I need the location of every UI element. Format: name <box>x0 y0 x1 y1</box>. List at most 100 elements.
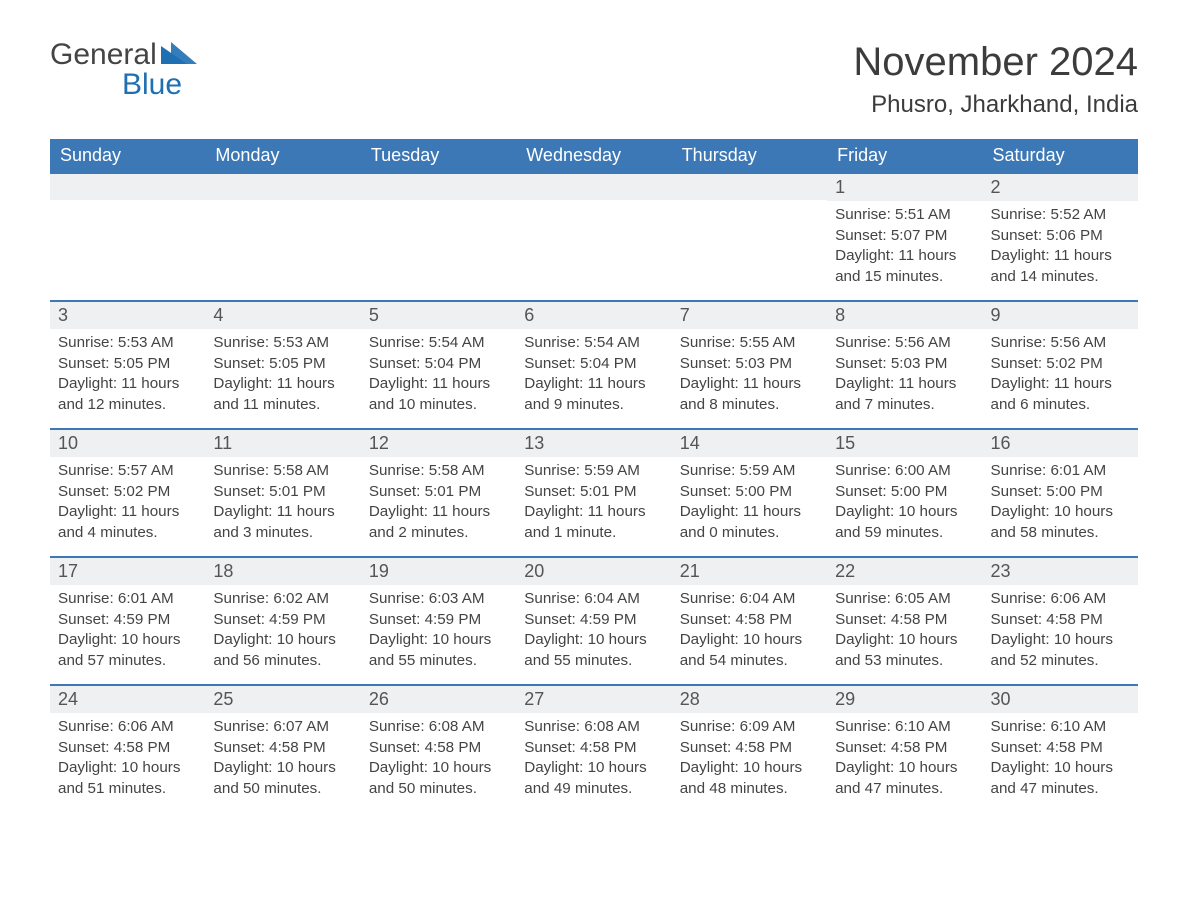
daylight-line: Daylight: 10 hours and 48 minutes. <box>680 758 819 799</box>
sunset-line: Sunset: 5:04 PM <box>369 354 508 375</box>
sunset-line: Sunset: 4:59 PM <box>58 610 197 631</box>
day-body: Sunrise: 6:08 AMSunset: 4:58 PMDaylight:… <box>361 713 516 805</box>
calendar-cell: 24Sunrise: 6:06 AMSunset: 4:58 PMDayligh… <box>50 685 205 813</box>
calendar-cell: 23Sunrise: 6:06 AMSunset: 4:58 PMDayligh… <box>983 557 1138 685</box>
calendar-cell: 28Sunrise: 6:09 AMSunset: 4:58 PMDayligh… <box>672 685 827 813</box>
calendar-cell: 19Sunrise: 6:03 AMSunset: 4:59 PMDayligh… <box>361 557 516 685</box>
daynum-bar: 24 <box>50 686 205 713</box>
daynum-bar: 14 <box>672 430 827 457</box>
calendar-cell: 10Sunrise: 5:57 AMSunset: 5:02 PMDayligh… <box>50 429 205 557</box>
daynum-bar-empty <box>50 174 205 200</box>
daynum-bar: 5 <box>361 302 516 329</box>
calendar-cell <box>361 173 516 301</box>
calendar-cell: 2Sunrise: 5:52 AMSunset: 5:06 PMDaylight… <box>983 173 1138 301</box>
sunset-line: Sunset: 4:58 PM <box>680 610 819 631</box>
sunset-line: Sunset: 5:05 PM <box>58 354 197 375</box>
sunset-line: Sunset: 5:07 PM <box>835 226 974 247</box>
daylight-line: Daylight: 11 hours and 1 minute. <box>524 502 663 543</box>
calendar-cell: 4Sunrise: 5:53 AMSunset: 5:05 PMDaylight… <box>205 301 360 429</box>
sunrise-line: Sunrise: 6:04 AM <box>680 589 819 610</box>
calendar-cell: 17Sunrise: 6:01 AMSunset: 4:59 PMDayligh… <box>50 557 205 685</box>
daynum-bar: 25 <box>205 686 360 713</box>
sunrise-line: Sunrise: 6:10 AM <box>991 717 1130 738</box>
day-body: Sunrise: 6:03 AMSunset: 4:59 PMDaylight:… <box>361 585 516 677</box>
day-body: Sunrise: 5:54 AMSunset: 5:04 PMDaylight:… <box>361 329 516 421</box>
day-body: Sunrise: 5:56 AMSunset: 5:03 PMDaylight:… <box>827 329 982 421</box>
calendar-cell: 9Sunrise: 5:56 AMSunset: 5:02 PMDaylight… <box>983 301 1138 429</box>
sunset-line: Sunset: 4:58 PM <box>680 738 819 759</box>
calendar-week-row: 3Sunrise: 5:53 AMSunset: 5:05 PMDaylight… <box>50 301 1138 429</box>
sunset-line: Sunset: 4:58 PM <box>991 610 1130 631</box>
sunrise-line: Sunrise: 6:06 AM <box>991 589 1130 610</box>
day-body: Sunrise: 6:10 AMSunset: 4:58 PMDaylight:… <box>983 713 1138 805</box>
daynum-bar: 29 <box>827 686 982 713</box>
day-body: Sunrise: 6:06 AMSunset: 4:58 PMDaylight:… <box>983 585 1138 677</box>
logo-line1: General <box>50 40 197 70</box>
daynum-bar: 1 <box>827 174 982 201</box>
daynum-bar: 23 <box>983 558 1138 585</box>
sunrise-line: Sunrise: 6:08 AM <box>369 717 508 738</box>
calendar-week-row: 10Sunrise: 5:57 AMSunset: 5:02 PMDayligh… <box>50 429 1138 557</box>
calendar-cell: 16Sunrise: 6:01 AMSunset: 5:00 PMDayligh… <box>983 429 1138 557</box>
day-body: Sunrise: 6:09 AMSunset: 4:58 PMDaylight:… <box>672 713 827 805</box>
daylight-line: Daylight: 10 hours and 52 minutes. <box>991 630 1130 671</box>
day-body: Sunrise: 6:07 AMSunset: 4:58 PMDaylight:… <box>205 713 360 805</box>
day-header: Friday <box>827 139 982 173</box>
daylight-line: Daylight: 11 hours and 11 minutes. <box>213 374 352 415</box>
daylight-line: Daylight: 11 hours and 7 minutes. <box>835 374 974 415</box>
daylight-line: Daylight: 10 hours and 50 minutes. <box>369 758 508 799</box>
day-body: Sunrise: 6:05 AMSunset: 4:58 PMDaylight:… <box>827 585 982 677</box>
day-body: Sunrise: 6:04 AMSunset: 4:59 PMDaylight:… <box>516 585 671 677</box>
daynum-bar: 17 <box>50 558 205 585</box>
calendar-table: SundayMondayTuesdayWednesdayThursdayFrid… <box>50 139 1138 813</box>
sunrise-line: Sunrise: 5:55 AM <box>680 333 819 354</box>
sunrise-line: Sunrise: 5:54 AM <box>524 333 663 354</box>
daynum-bar-empty <box>205 174 360 200</box>
daylight-line: Daylight: 11 hours and 10 minutes. <box>369 374 508 415</box>
sunrise-line: Sunrise: 5:53 AM <box>58 333 197 354</box>
calendar-cell <box>50 173 205 301</box>
day-header: Wednesday <box>516 139 671 173</box>
calendar-cell <box>672 173 827 301</box>
sunset-line: Sunset: 5:00 PM <box>991 482 1130 503</box>
day-body: Sunrise: 6:02 AMSunset: 4:59 PMDaylight:… <box>205 585 360 677</box>
title-month: November 2024 <box>853 40 1138 85</box>
day-body: Sunrise: 6:00 AMSunset: 5:00 PMDaylight:… <box>827 457 982 549</box>
day-body: Sunrise: 6:08 AMSunset: 4:58 PMDaylight:… <box>516 713 671 805</box>
day-body: Sunrise: 5:51 AMSunset: 5:07 PMDaylight:… <box>827 201 982 293</box>
daynum-bar-empty <box>516 174 671 200</box>
daynum-bar: 20 <box>516 558 671 585</box>
daynum-bar: 26 <box>361 686 516 713</box>
calendar-week-row: 1Sunrise: 5:51 AMSunset: 5:07 PMDaylight… <box>50 173 1138 301</box>
sunset-line: Sunset: 4:58 PM <box>991 738 1130 759</box>
daynum-bar: 30 <box>983 686 1138 713</box>
daynum-bar: 6 <box>516 302 671 329</box>
calendar-cell: 1Sunrise: 5:51 AMSunset: 5:07 PMDaylight… <box>827 173 982 301</box>
daynum-bar: 8 <box>827 302 982 329</box>
sunrise-line: Sunrise: 6:05 AM <box>835 589 974 610</box>
day-body: Sunrise: 5:53 AMSunset: 5:05 PMDaylight:… <box>205 329 360 421</box>
daynum-bar: 3 <box>50 302 205 329</box>
daylight-line: Daylight: 11 hours and 2 minutes. <box>369 502 508 543</box>
daylight-line: Daylight: 10 hours and 57 minutes. <box>58 630 197 671</box>
sunrise-line: Sunrise: 6:07 AM <box>213 717 352 738</box>
day-body: Sunrise: 6:06 AMSunset: 4:58 PMDaylight:… <box>50 713 205 805</box>
sunset-line: Sunset: 5:05 PM <box>213 354 352 375</box>
day-body: Sunrise: 6:04 AMSunset: 4:58 PMDaylight:… <box>672 585 827 677</box>
daynum-bar: 28 <box>672 686 827 713</box>
daynum-bar: 15 <box>827 430 982 457</box>
sunrise-line: Sunrise: 6:10 AM <box>835 717 974 738</box>
daynum-bar: 2 <box>983 174 1138 201</box>
calendar-cell <box>516 173 671 301</box>
logo-word1: General <box>50 40 157 70</box>
daynum-bar: 10 <box>50 430 205 457</box>
sunrise-line: Sunrise: 5:52 AM <box>991 205 1130 226</box>
calendar-cell: 5Sunrise: 5:54 AMSunset: 5:04 PMDaylight… <box>361 301 516 429</box>
daylight-line: Daylight: 10 hours and 55 minutes. <box>369 630 508 671</box>
day-body: Sunrise: 6:01 AMSunset: 5:00 PMDaylight:… <box>983 457 1138 549</box>
day-body: Sunrise: 5:59 AMSunset: 5:00 PMDaylight:… <box>672 457 827 549</box>
daylight-line: Daylight: 10 hours and 50 minutes. <box>213 758 352 799</box>
daynum-bar: 7 <box>672 302 827 329</box>
daylight-line: Daylight: 10 hours and 56 minutes. <box>213 630 352 671</box>
day-header: Thursday <box>672 139 827 173</box>
